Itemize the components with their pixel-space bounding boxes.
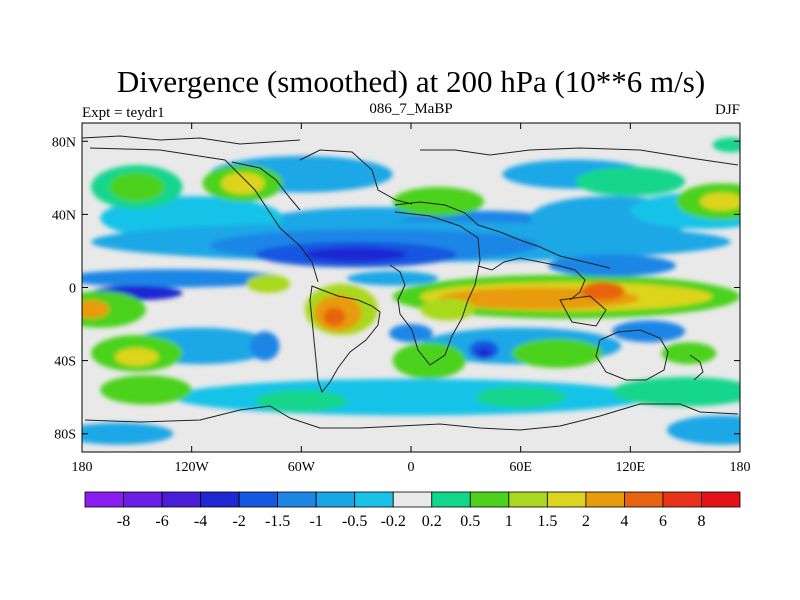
contour-region bbox=[420, 298, 475, 321]
coastline-overlay bbox=[82, 135, 739, 431]
colorbar-swatch bbox=[161, 491, 201, 508]
colorbar-swatch bbox=[238, 491, 279, 508]
colorbar-label: 0.5 bbox=[460, 513, 480, 530]
contour-region bbox=[323, 307, 346, 326]
x-tick-label: 180 bbox=[72, 460, 93, 475]
contour-region bbox=[661, 342, 717, 365]
colorbar-swatch bbox=[624, 491, 664, 508]
colorbar-swatch bbox=[469, 491, 510, 508]
chart-title: Divergence (smoothed) at 200 hPa (10**6 … bbox=[117, 64, 705, 99]
contour-region bbox=[699, 192, 740, 211]
contour-region bbox=[109, 172, 165, 202]
contour-region bbox=[255, 389, 348, 412]
contour-region bbox=[612, 320, 686, 343]
left-string: Expt = teydr1 bbox=[82, 105, 165, 121]
colorbar-swatch bbox=[123, 491, 163, 508]
colorbar-swatch bbox=[354, 491, 394, 508]
colorbar-swatch bbox=[431, 491, 471, 508]
colorbar-label: -1 bbox=[310, 513, 323, 530]
x-tick-label: 120W bbox=[175, 460, 210, 475]
y-tick-label: 40S bbox=[54, 355, 76, 370]
colorbar-swatch bbox=[662, 491, 702, 508]
colorbar-label: -0.5 bbox=[342, 513, 367, 530]
contour-region bbox=[246, 274, 291, 293]
x-tick-label: 120E bbox=[616, 460, 646, 475]
y-tick-label: 40N bbox=[52, 208, 76, 223]
colorbar-swatch bbox=[508, 491, 548, 508]
colorbar-label: 0.2 bbox=[422, 513, 442, 530]
colorbar-label: -1.5 bbox=[265, 513, 290, 530]
colorbar-label: 8 bbox=[697, 513, 705, 530]
y-tick-label: 80S bbox=[54, 428, 76, 443]
colorbar-label: -8 bbox=[117, 513, 130, 530]
contour-region bbox=[548, 254, 677, 277]
colorbar-swatch bbox=[277, 491, 317, 508]
y-tick-label: 0 bbox=[69, 282, 76, 297]
colorbar-label: 1.5 bbox=[537, 513, 557, 530]
contour-region bbox=[392, 342, 466, 379]
center-string: 086_7_MaBP bbox=[369, 101, 452, 117]
colorbar-swatch bbox=[84, 491, 124, 508]
x-tick-label: 60W bbox=[288, 460, 316, 475]
contour-region bbox=[100, 375, 192, 405]
contour-region bbox=[580, 282, 625, 301]
y-tick-label: 80N bbox=[52, 135, 76, 150]
colorbar-swatch bbox=[585, 491, 625, 508]
contour-region bbox=[389, 324, 433, 343]
contour-region bbox=[173, 378, 649, 416]
contour-region bbox=[712, 137, 740, 153]
colorbar-swatch bbox=[392, 491, 433, 508]
colorbar-swatch bbox=[701, 491, 741, 508]
contour-region bbox=[511, 338, 603, 368]
colorbar-swatch bbox=[546, 491, 587, 508]
contour-field bbox=[82, 137, 740, 445]
colorbar-label: 1 bbox=[505, 513, 513, 530]
contour-region bbox=[250, 331, 280, 361]
colorbar-swatch bbox=[200, 491, 240, 508]
contour-region bbox=[392, 186, 485, 217]
contour-region bbox=[666, 415, 740, 445]
colorbar-swatch bbox=[315, 491, 356, 508]
contour-region bbox=[575, 166, 686, 197]
colorbar-label: -4 bbox=[194, 513, 207, 530]
x-tick-label: 0 bbox=[408, 460, 415, 475]
x-tick-label: 60E bbox=[509, 460, 532, 475]
colorbar-label: -6 bbox=[155, 513, 168, 530]
contour-region bbox=[476, 347, 492, 359]
colorbar-label: 2 bbox=[582, 513, 590, 530]
colorbar-label: 4 bbox=[620, 513, 628, 530]
contour-region bbox=[220, 172, 265, 195]
contour-region bbox=[114, 347, 159, 367]
contour-region bbox=[612, 377, 740, 407]
contour-region bbox=[347, 271, 439, 286]
contour-region bbox=[82, 269, 284, 288]
colorbar-label: -2 bbox=[232, 513, 245, 530]
contour-region bbox=[474, 386, 567, 409]
colorbar-label: -0.2 bbox=[381, 513, 406, 530]
x-axis: 180 120W 60W 0 60E 120E 180 bbox=[72, 123, 751, 475]
contour-region bbox=[82, 422, 174, 445]
contour-region bbox=[82, 291, 146, 328]
x-tick-label: 180 bbox=[730, 460, 751, 475]
colorbar-label: 6 bbox=[659, 513, 667, 530]
y-axis: 80N 40N 0 40S 80S bbox=[52, 135, 740, 443]
colorbar: -8 -6 -4 -2 -1.5 -1 -0.5 -0.2 0.2 0.5 1 1.5 2 4 6 8 bbox=[84, 491, 741, 530]
contour-region bbox=[82, 300, 110, 319]
right-string: DJF bbox=[715, 102, 740, 118]
contour-region bbox=[304, 247, 408, 262]
